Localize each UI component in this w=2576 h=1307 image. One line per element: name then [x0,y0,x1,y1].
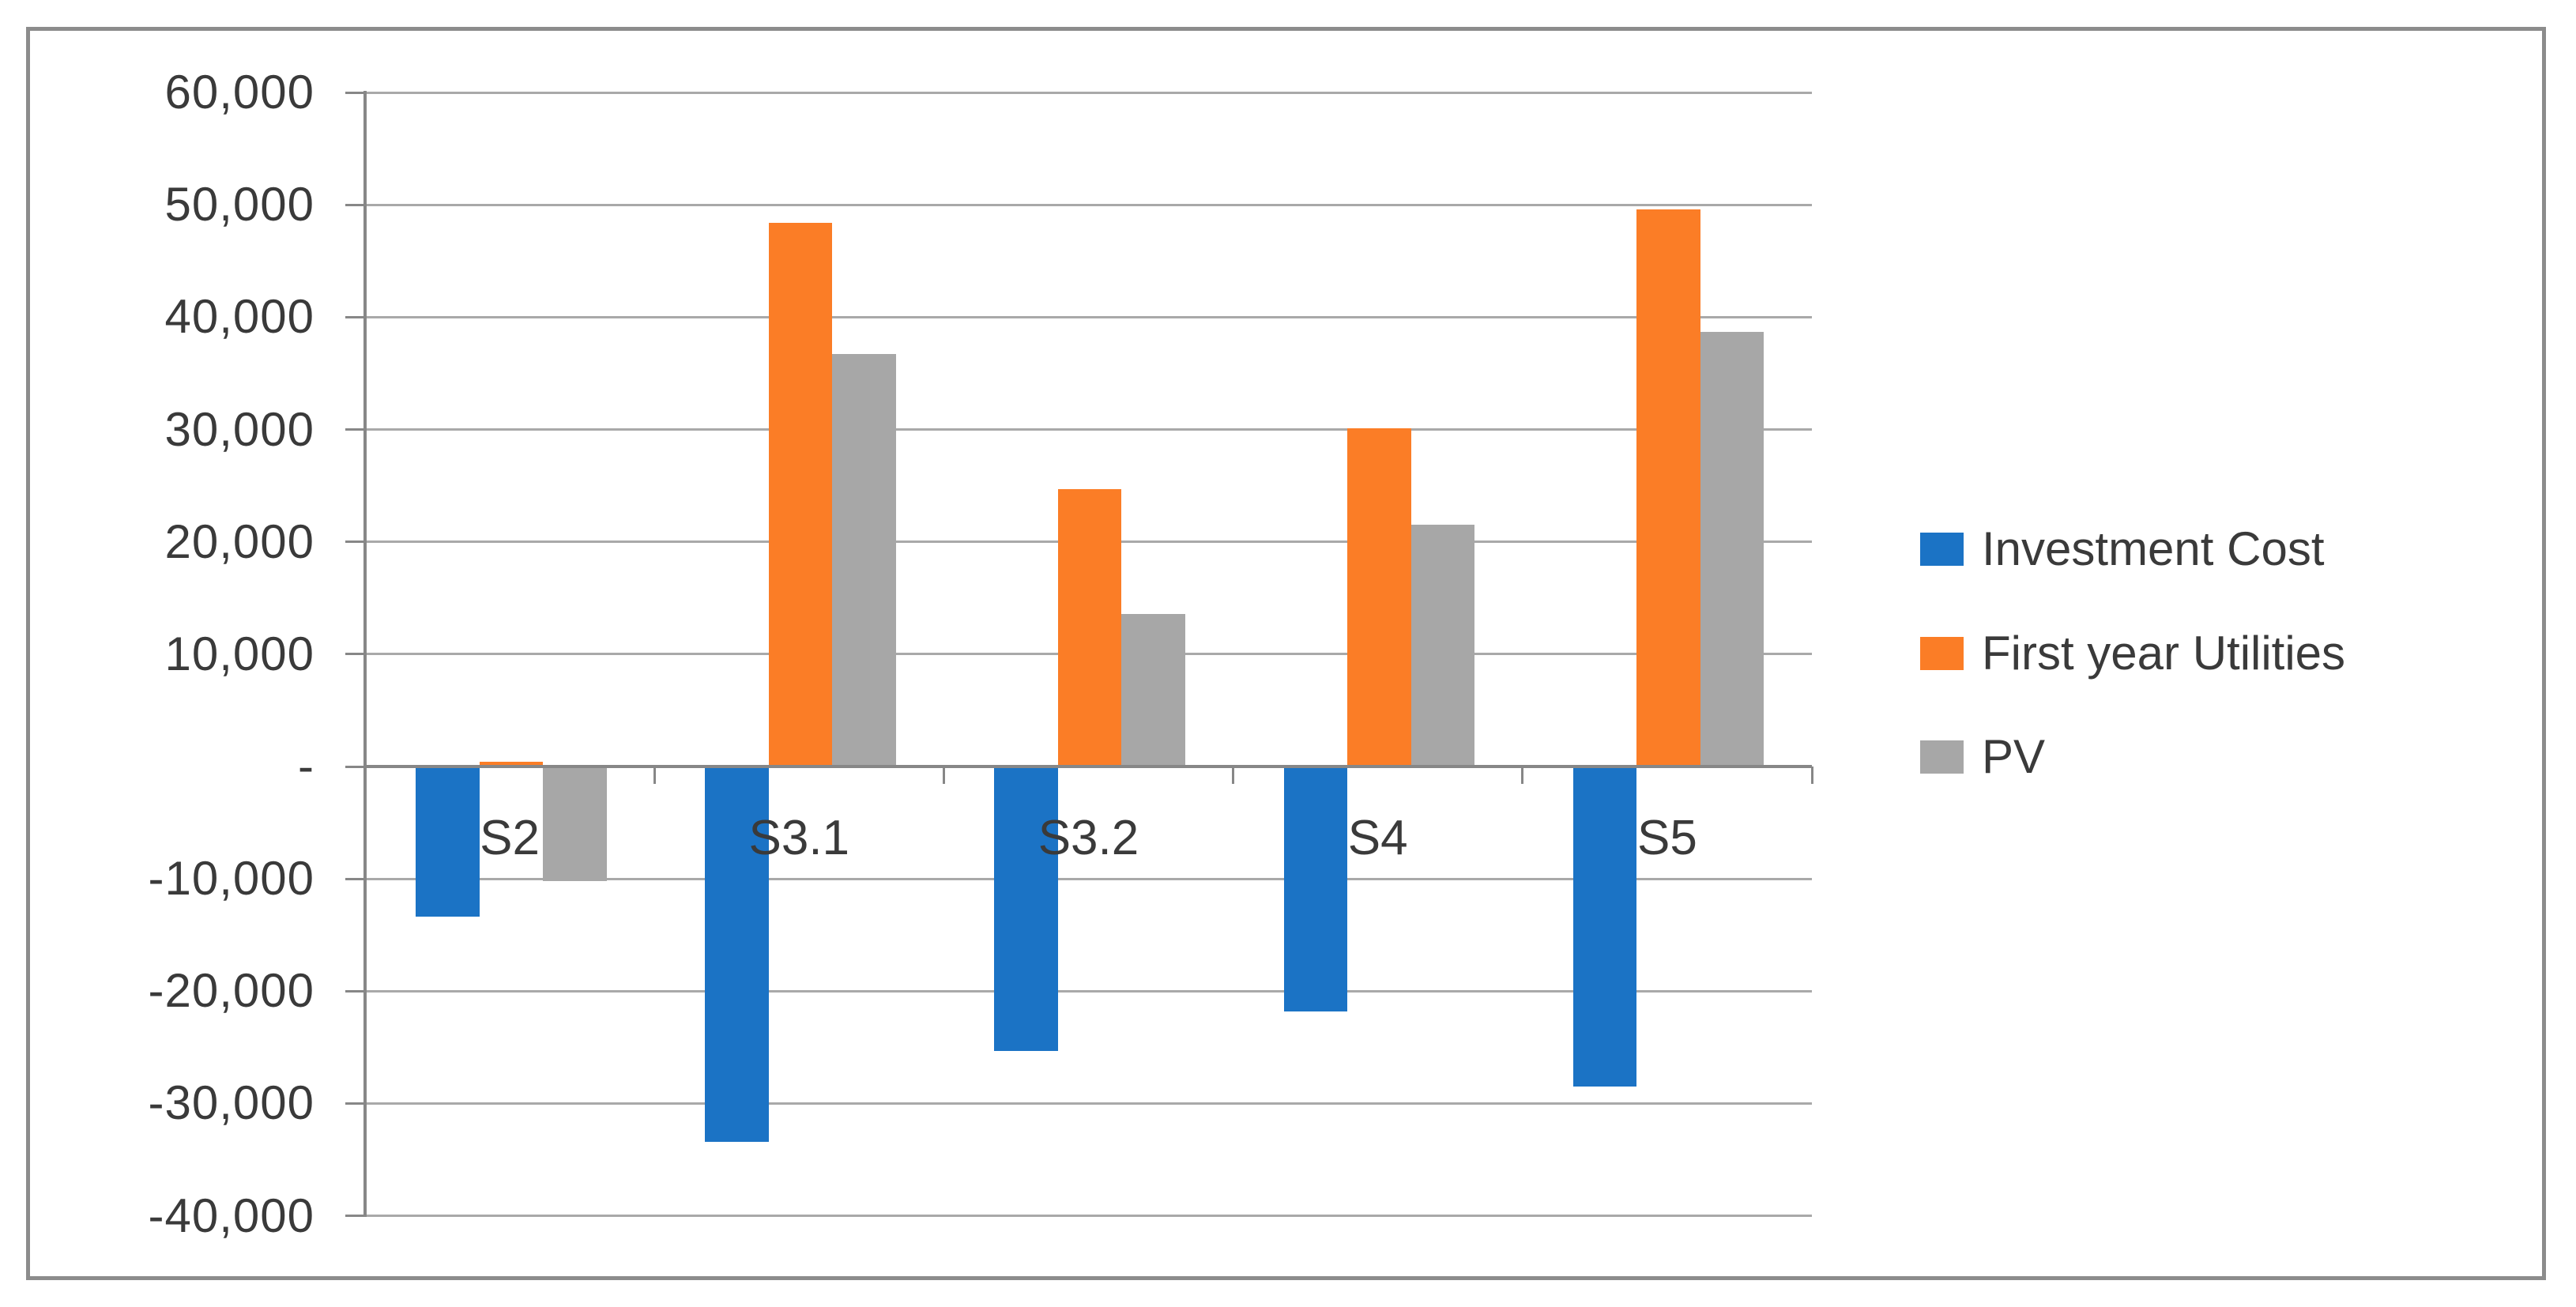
bar-first-year-utilities-s2 [479,762,543,765]
x-axis-tick [1232,766,1235,784]
y-axis-label: 60,000 [164,66,314,119]
bar-first-year-utilities-s3-1 [768,223,833,765]
bar-pv-s3-2 [1121,613,1185,765]
y-axis-tick [345,877,365,880]
x-axis-tick [1810,766,1813,784]
x-axis-label-s2: S2 [480,811,540,865]
y-axis-tick [345,989,365,992]
bar-pv-s4 [1410,525,1475,765]
gridline [365,877,1812,880]
legend-swatch-investment-cost [1920,533,1964,566]
y-axis-label: 10,000 [164,627,314,680]
y-axis-label: -20,000 [148,964,314,1018]
y-axis-label: -10,000 [148,852,314,906]
y-axis-label: 50,000 [164,178,314,232]
y-axis-tick [345,91,365,94]
bar-first-year-utilities-s4 [1347,428,1411,765]
y-axis-tick [345,765,365,768]
y-axis-tick [345,1215,365,1217]
y-axis-tick [345,203,365,206]
x-axis-tick [653,766,656,784]
x-axis-label-s3-1: S3.1 [748,811,850,865]
x-axis-label-s5: S5 [1636,811,1697,865]
y-axis-tick [345,653,365,656]
y-axis-label: -30,000 [148,1076,314,1130]
y-axis-tick [345,1102,365,1105]
gridline [365,1215,1812,1217]
bar-pv-s2 [543,768,607,881]
bar-investment-cost-s4 [1283,768,1348,1011]
y-axis-label: 20,000 [164,514,314,568]
y-axis-line [363,91,367,1218]
bar-investment-cost-s2 [416,768,480,917]
legend-swatch-pv [1920,740,1964,774]
x-axis-label-s3-2: S3.2 [1038,811,1139,865]
gridline [365,91,1812,94]
legend-label-first-year-utilities: First year Utilities [1982,626,2346,680]
y-axis-label: - [298,740,314,793]
y-axis-tick [345,315,365,318]
x-axis-label-s4: S4 [1347,811,1408,865]
y-axis-tick [345,541,365,544]
bar-pv-s3-1 [832,354,896,765]
gridline [365,1102,1812,1105]
bar-first-year-utilities-s3-2 [1057,488,1122,765]
gridline [365,989,1812,992]
bar-investment-cost-s5 [1572,768,1637,1087]
y-axis-label: 30,000 [164,402,314,456]
gridline [365,203,1812,206]
bar-pv-s5 [1700,331,1764,765]
x-axis-tick [1521,766,1524,784]
bar-first-year-utilities-s5 [1636,209,1700,765]
legend-label-investment-cost: Investment Cost [1982,522,2325,575]
x-axis-line [365,765,1812,768]
gridline [365,315,1812,318]
legend-label-pv: PV [1982,730,2046,783]
y-axis-tick [345,428,365,431]
y-axis-label: -40,000 [148,1188,314,1242]
bar-investment-cost-s3-2 [994,768,1058,1051]
y-axis-label: 40,000 [164,290,314,344]
legend-swatch-first-year-utilities [1920,636,1964,670]
gridline [365,428,1812,431]
bar-investment-cost-s3-1 [705,768,769,1142]
x-axis-tick [942,766,945,784]
